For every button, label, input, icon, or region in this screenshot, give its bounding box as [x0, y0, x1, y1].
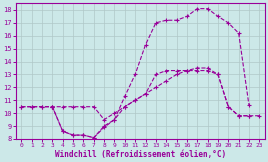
X-axis label: Windchill (Refroidissement éolien,°C): Windchill (Refroidissement éolien,°C) [55, 150, 226, 159]
